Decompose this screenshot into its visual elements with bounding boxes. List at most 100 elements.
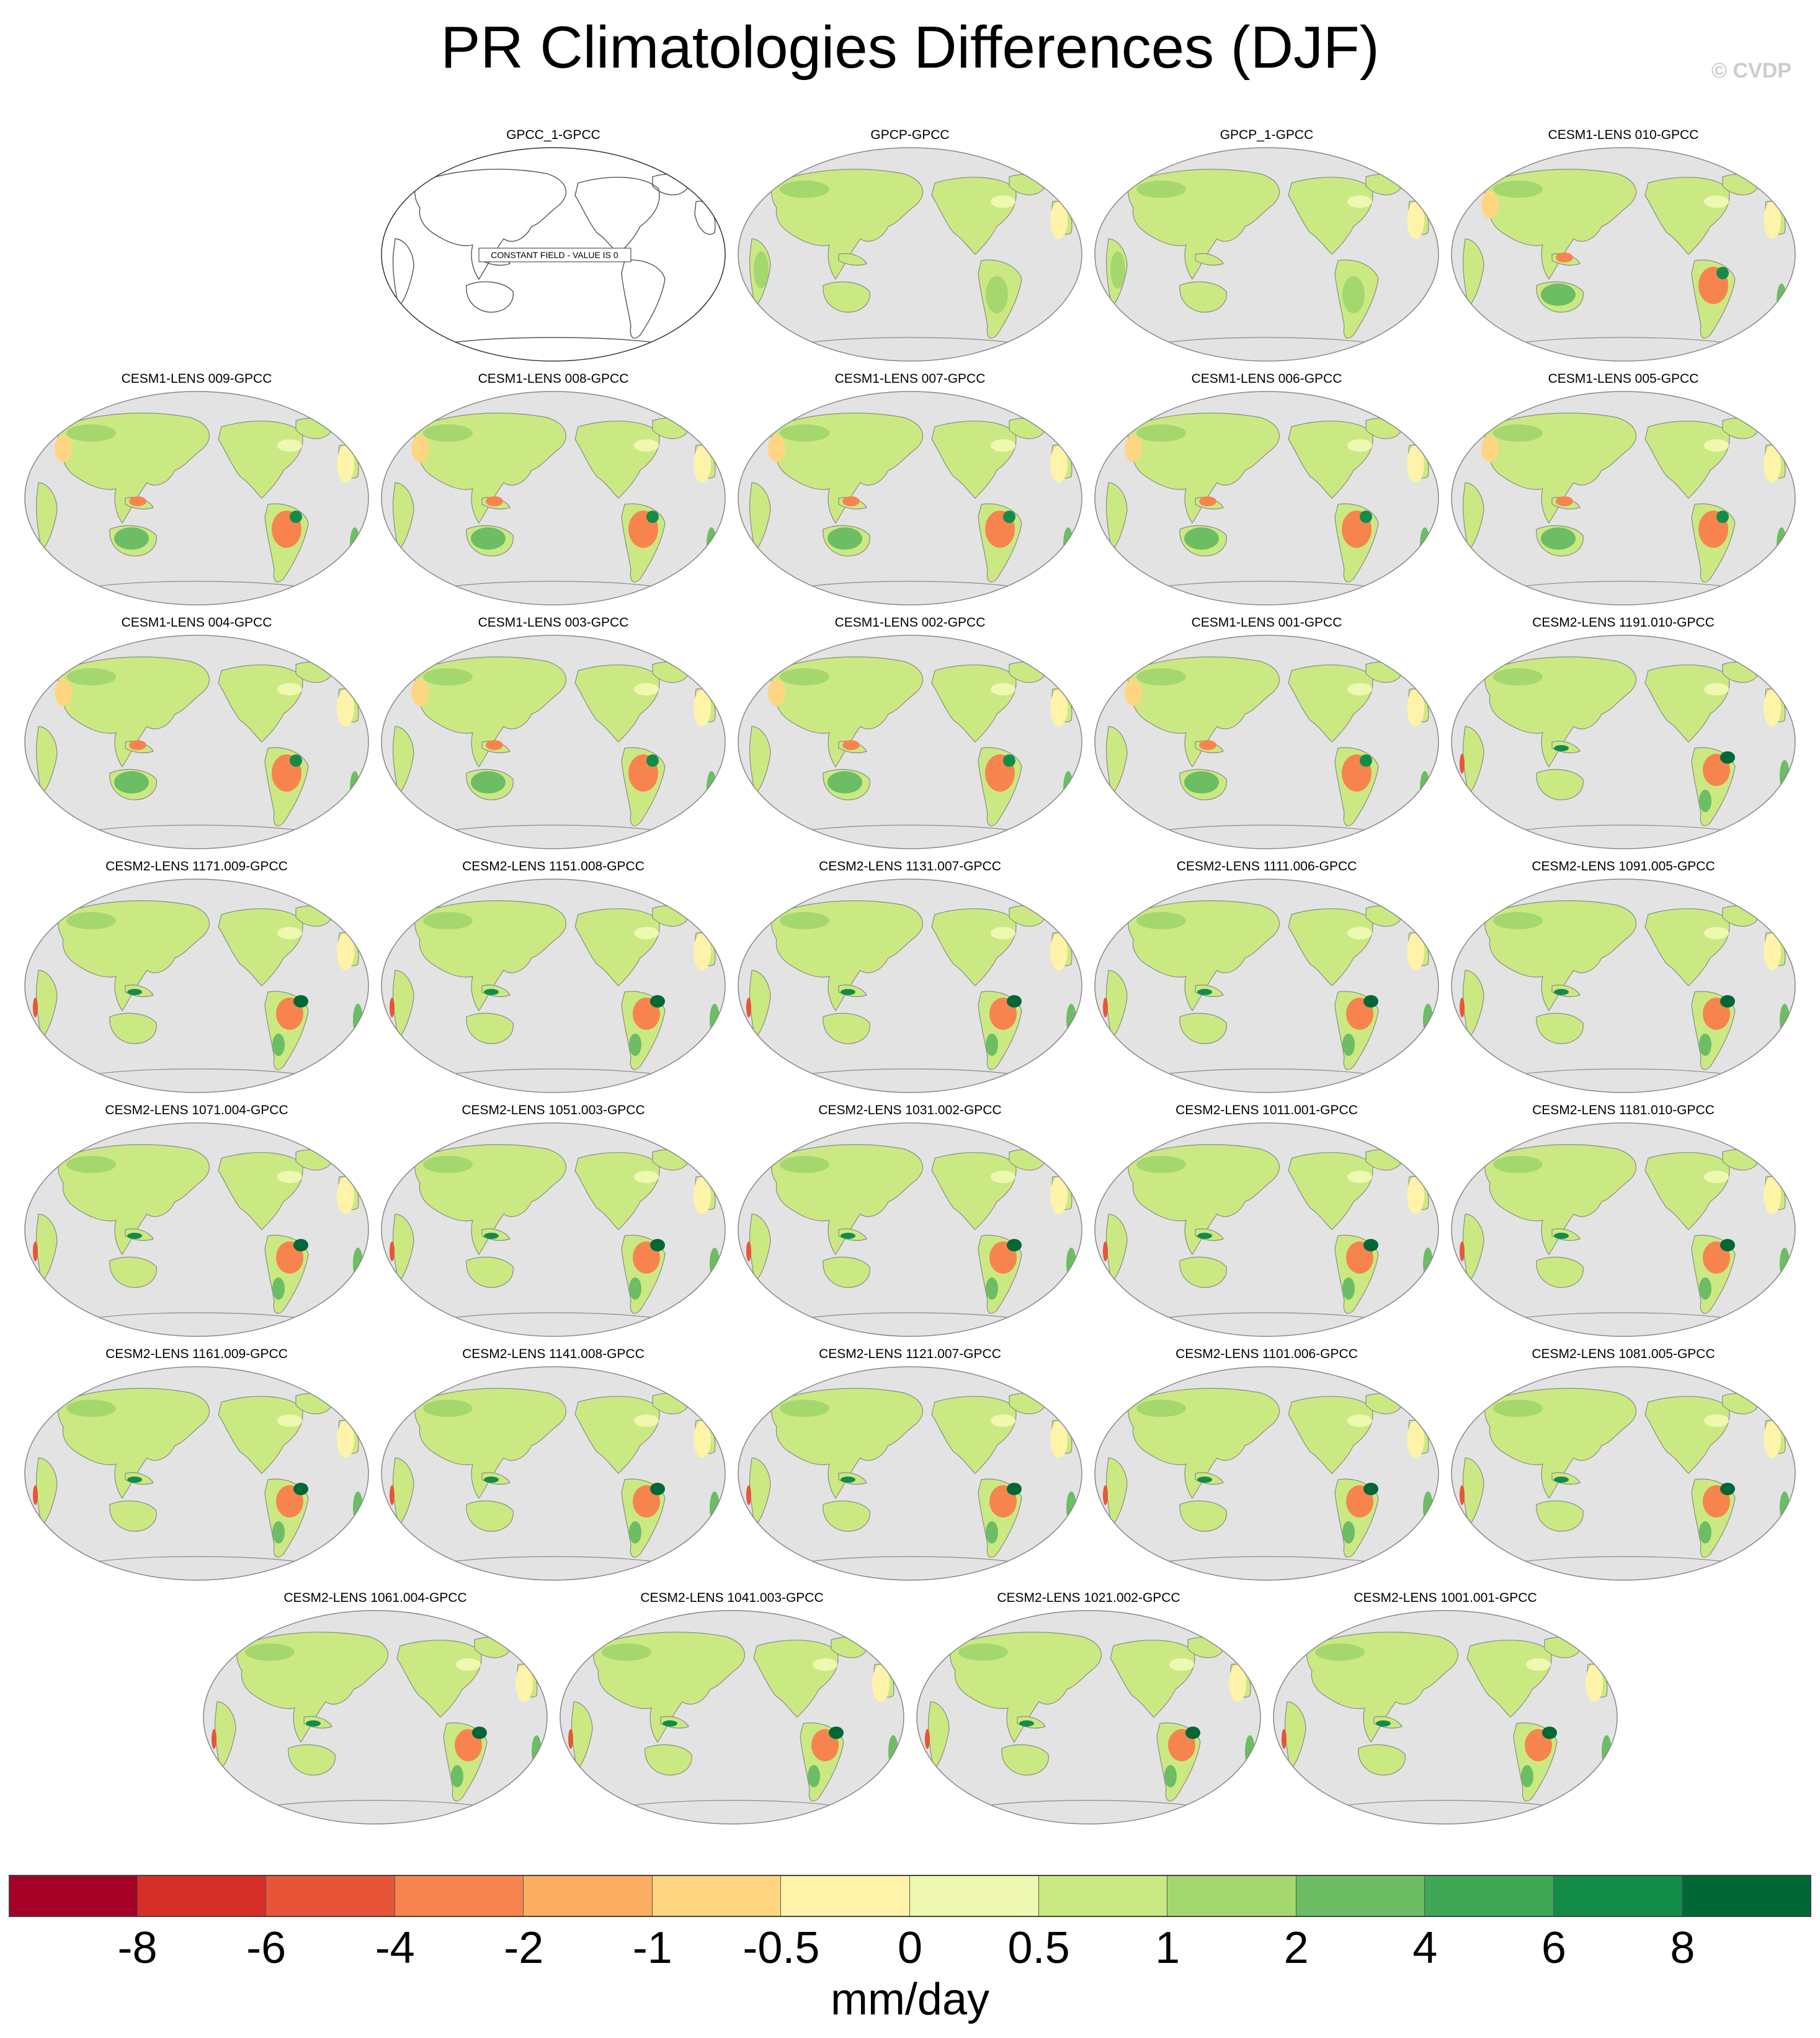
- australia-land: [645, 1744, 692, 1776]
- colorbar-tick-label: -2: [504, 1923, 544, 1973]
- anomaly-patch: [1780, 1491, 1790, 1524]
- anomaly-patch: [390, 1241, 395, 1261]
- namerica-land: [218, 421, 303, 499]
- panel-title: CESM2-LENS 1141.008-GPCC: [462, 1347, 645, 1361]
- anomaly-patch: [277, 683, 302, 695]
- namerica-land: [1288, 177, 1373, 255]
- anomaly-patch: [55, 435, 72, 462]
- anomaly-patch: [1347, 683, 1372, 695]
- anomaly-patch: [1521, 1765, 1533, 1787]
- panel-title: CESM1-LENS 005-GPCC: [1548, 372, 1699, 386]
- anomaly-patch: [568, 1729, 573, 1749]
- africa-land: [749, 482, 771, 552]
- anomaly-patch: [1050, 1421, 1068, 1458]
- anomaly-patch: [114, 527, 149, 550]
- anomaly-patch: [634, 927, 659, 939]
- antarctica-land: [447, 1312, 659, 1319]
- anomaly-patch: [754, 251, 769, 288]
- anomaly-patch: [634, 439, 659, 452]
- anomaly-patch: [1007, 995, 1022, 1008]
- anomaly-patch: [1554, 1477, 1569, 1483]
- namerica-land: [1644, 421, 1730, 499]
- anomaly-patch: [746, 1241, 751, 1261]
- constant-field-box: [478, 248, 631, 262]
- world-map: [1094, 391, 1439, 606]
- anomaly-patch: [1003, 754, 1015, 767]
- africa-land: [1462, 238, 1484, 308]
- anomaly-patch: [1136, 912, 1186, 929]
- map-panel: CESM1-LENS 003-GPCC: [380, 615, 727, 857]
- anomaly-patch: [1342, 1034, 1355, 1056]
- colorbar-swatch: [524, 1875, 653, 1917]
- panel-title: CESM1-LENS 002-GPCC: [834, 615, 986, 630]
- anomaly-patch: [532, 1735, 542, 1768]
- anomaly-patch: [1019, 1720, 1034, 1727]
- panel-title: CESM1-LENS 007-GPCC: [834, 372, 986, 386]
- panel-title: CESM2-LENS 1151.008-GPCC: [462, 859, 645, 874]
- anomaly-patch: [991, 683, 1015, 695]
- map-border: [738, 1122, 1082, 1337]
- anomaly-patch: [1184, 771, 1219, 793]
- anomaly-patch: [1764, 689, 1781, 726]
- anomaly-patch: [66, 424, 116, 442]
- anomaly-patch: [925, 1729, 930, 1749]
- anomaly-patch: [484, 989, 499, 995]
- colorbar-swatch: [1682, 1875, 1811, 1917]
- anomaly-patch: [1360, 511, 1372, 523]
- anomaly-patch: [66, 1400, 116, 1417]
- anomaly-patch: [991, 1415, 1015, 1427]
- anomaly-patch: [127, 1233, 142, 1239]
- australia-land: [1179, 1012, 1227, 1044]
- map-border: [1094, 635, 1439, 849]
- anomaly-patch: [842, 496, 860, 506]
- anomaly-patch: [1407, 1177, 1424, 1214]
- anomaly-patch: [780, 912, 829, 929]
- anomaly-patch: [650, 1239, 665, 1251]
- panel-title: CESM2-LENS 1191.010-GPCC: [1532, 615, 1715, 630]
- anomaly-patch: [1103, 1485, 1108, 1505]
- anomaly-patch: [694, 933, 711, 970]
- map-panel: CESM1-LENS 004-GPCC: [23, 615, 370, 857]
- anomaly-patch: [423, 912, 473, 929]
- anomaly-patch: [1780, 1004, 1790, 1036]
- map-border: [738, 147, 1082, 362]
- anomaly-patch: [1493, 181, 1543, 198]
- colorbar-tick-label: -8: [117, 1923, 158, 1973]
- anomaly-patch: [1199, 740, 1216, 750]
- namerica-land: [1644, 1152, 1730, 1230]
- anomaly-patch: [1245, 1735, 1255, 1768]
- anomaly-patch: [872, 1665, 890, 1702]
- anomaly-patch: [472, 1727, 487, 1739]
- anomaly-patch: [1050, 933, 1068, 970]
- antarctica-land: [91, 1556, 303, 1563]
- panel-title: CESM2-LENS 1111.006-GPCC: [1176, 859, 1357, 874]
- anomaly-patch: [1460, 998, 1465, 1017]
- colorbar-tick-label: -6: [246, 1923, 287, 1973]
- australia-land: [1536, 769, 1584, 800]
- namerica-land: [1644, 664, 1730, 743]
- map-panel: CESM2-LENS 1111.006-GPCC: [1093, 859, 1440, 1101]
- colorbar-tick-label: -0.5: [743, 1923, 820, 1973]
- world-map: [738, 878, 1082, 1093]
- australia-land: [1358, 1744, 1406, 1776]
- antarctica-land: [626, 1800, 838, 1807]
- map-panel: CESM1-LENS 006-GPCC: [1093, 371, 1440, 613]
- africa-land: [392, 482, 414, 552]
- anomaly-patch: [33, 1241, 38, 1261]
- antarctica-land: [91, 1312, 303, 1319]
- anomaly-patch: [1066, 1248, 1076, 1280]
- map-border: [381, 878, 726, 1093]
- map-panel: CESM2-LENS 1001.001-GPCC: [1272, 1590, 1619, 1832]
- map-border: [1451, 1122, 1796, 1337]
- colorbar-tick-label: 4: [1412, 1923, 1438, 1973]
- map-border: [1094, 391, 1439, 606]
- map-panel: CESM2-LENS 1101.006-GPCC: [1093, 1346, 1440, 1588]
- anomaly-patch: [484, 1477, 499, 1483]
- world-map: [24, 635, 369, 849]
- australia-land: [109, 1500, 157, 1532]
- anomaly-patch: [1556, 253, 1573, 262]
- colorbar-tick-label: 1: [1155, 1923, 1180, 1973]
- australia-land: [288, 1744, 336, 1776]
- anomaly-patch: [277, 1415, 302, 1427]
- anomaly-patch: [710, 1248, 720, 1280]
